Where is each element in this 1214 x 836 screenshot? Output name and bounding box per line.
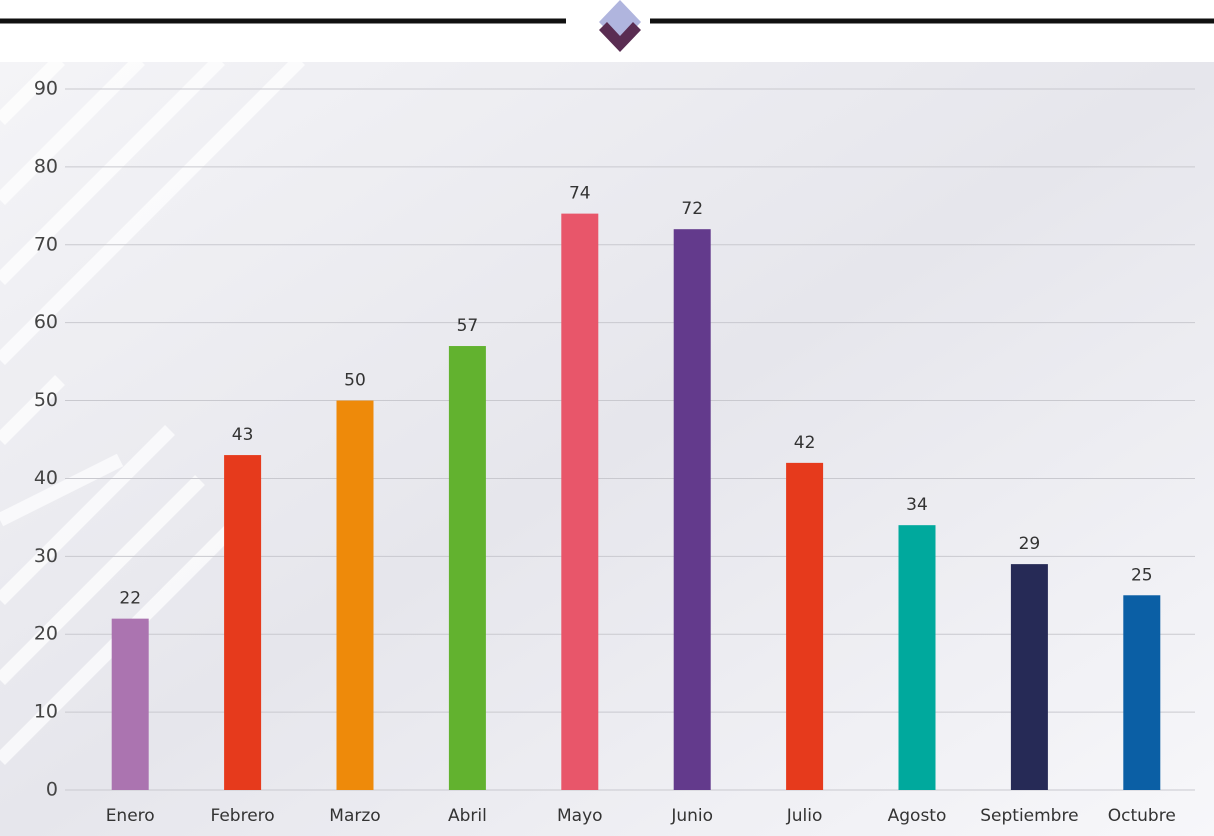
value-label: 29	[1019, 534, 1041, 554]
value-label: 43	[232, 425, 254, 445]
x-tick-label: Enero	[106, 806, 155, 826]
value-label: 74	[569, 184, 591, 204]
y-tick-label: 10	[34, 701, 58, 723]
y-tick-label: 60	[34, 311, 58, 333]
y-tick-label: 50	[34, 389, 58, 411]
x-tick-label: Febrero	[210, 806, 274, 826]
value-label: 72	[681, 199, 703, 219]
bar	[561, 214, 598, 790]
y-tick-label: 90	[34, 78, 58, 100]
bar	[674, 229, 711, 790]
bar	[224, 455, 261, 790]
y-tick-label: 20	[34, 623, 58, 645]
value-label: 50	[344, 371, 366, 391]
y-tick-label: 40	[34, 467, 58, 489]
bar	[786, 463, 823, 790]
value-label: 42	[794, 433, 816, 453]
x-tick-label: Abril	[448, 806, 487, 826]
bar	[112, 619, 149, 790]
bar	[1123, 595, 1160, 790]
y-tick-label: 80	[34, 155, 58, 177]
chart: 0 10 20 30 40 50 60 70 80 90 Enero 22 Febrero 43 Marzo…	[0, 0, 1214, 836]
y-tick-label: 0	[46, 779, 58, 801]
x-tick-label: Julio	[786, 806, 823, 826]
bar	[1011, 564, 1048, 790]
bar	[899, 525, 936, 790]
y-tick-label: 30	[34, 545, 58, 567]
value-label: 34	[906, 495, 928, 515]
x-tick-label: Agosto	[888, 806, 947, 826]
y-tick-label: 70	[34, 233, 58, 255]
x-tick-label: Septiembre	[980, 806, 1078, 826]
x-tick-label: Mayo	[557, 806, 603, 826]
x-tick-label: Marzo	[329, 806, 380, 826]
bar	[449, 346, 486, 790]
page: 0 10 20 30 40 50 60 70 80 90 Enero 22 Febrero 43 Marzo…	[0, 0, 1214, 836]
x-tick-label: Octubre	[1108, 806, 1176, 826]
value-label: 25	[1131, 565, 1153, 585]
x-tick-label: Junio	[670, 806, 713, 826]
bar	[337, 401, 374, 790]
value-label: 57	[457, 316, 479, 336]
value-label: 22	[119, 589, 141, 609]
